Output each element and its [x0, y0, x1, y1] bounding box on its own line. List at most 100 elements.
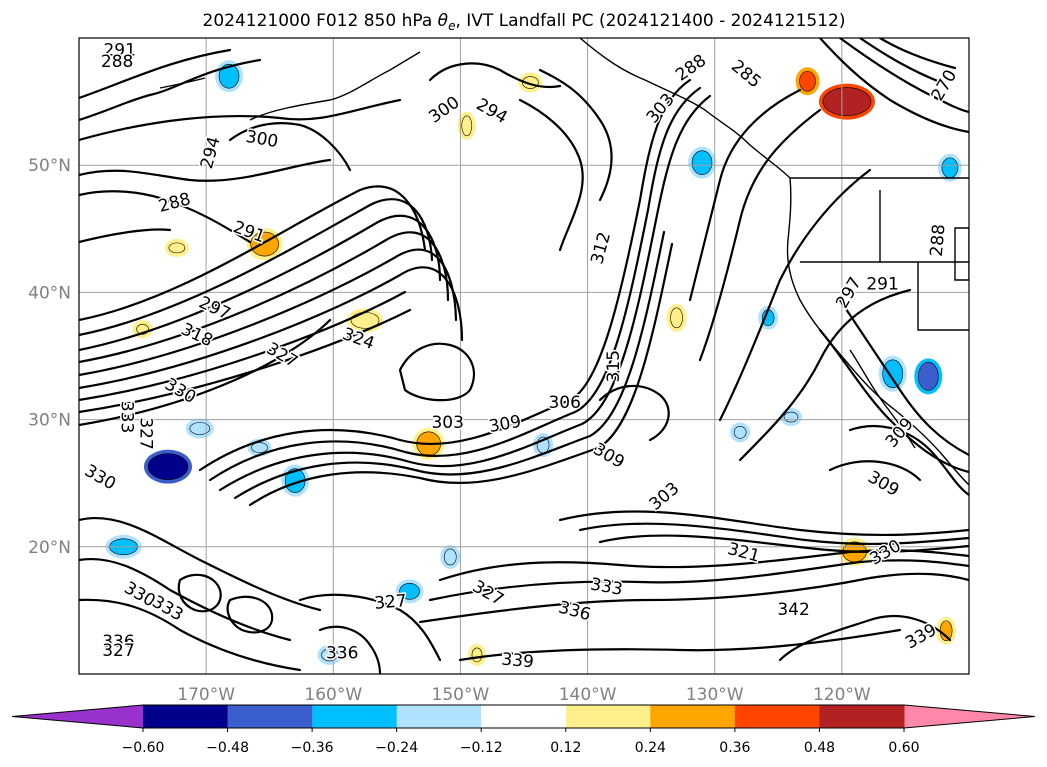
y-tick-label: 50°N — [28, 156, 71, 176]
colorbar-segment — [227, 705, 313, 728]
contour-line — [79, 190, 252, 244]
ivt-blob — [461, 115, 473, 137]
contour-line — [79, 58, 262, 122]
contour-line — [738, 288, 912, 462]
colorbar-extend-max — [904, 705, 1035, 728]
contour-label: 327 — [135, 417, 155, 449]
contour-line — [518, 98, 584, 252]
contour-line — [79, 185, 427, 322]
ivt-shading — [105, 60, 962, 666]
contour-label: 342 — [777, 600, 809, 620]
contour-line — [598, 534, 969, 554]
contour-line — [828, 460, 922, 482]
ivt-blob — [670, 307, 683, 329]
contour-line — [538, 68, 613, 202]
colorbar-segment — [481, 705, 567, 728]
contour-line — [79, 231, 450, 364]
contour-line — [79, 48, 232, 100]
contour-line — [438, 549, 969, 582]
colorbar-tick-label: 0.12 — [550, 740, 581, 756]
contour-line — [558, 510, 969, 537]
contour-label: 336 — [556, 598, 593, 626]
coastline — [954, 227, 969, 281]
contour-line — [598, 384, 670, 442]
contour-label: 291 — [103, 40, 135, 60]
contour-line — [208, 86, 702, 482]
contour-line — [79, 98, 402, 142]
contour-label: 327 — [374, 591, 408, 614]
contour-line — [458, 628, 902, 662]
colorbar-segment — [143, 705, 229, 728]
y-tick-label: 20°N — [28, 538, 71, 558]
colorbar-tick-label: −0.24 — [375, 740, 418, 756]
contour-line — [838, 298, 969, 457]
contour-line — [79, 598, 302, 672]
contour-line — [398, 342, 475, 402]
contour-line — [79, 248, 458, 377]
contour-line — [177, 573, 222, 613]
ivt-blob — [799, 70, 816, 92]
theta-e-contours — [79, 38, 969, 674]
x-tick-label: 120°W — [813, 685, 871, 705]
ivt-blob — [218, 63, 240, 89]
colorbar-segment — [734, 705, 820, 728]
x-tick-label: 170°W — [177, 685, 235, 705]
contour-line — [778, 615, 952, 662]
coastline — [786, 177, 969, 486]
contour-line — [578, 522, 969, 546]
contour-line — [688, 88, 802, 302]
contour-line — [79, 228, 172, 244]
axis-ticks: 170°W 160°W 150°W 140°W 130°W 120°W 20°N 30°N 40… — [28, 156, 871, 705]
contour-label: 333 — [116, 401, 136, 433]
contour-line — [79, 214, 442, 352]
colorbar-tick-label: 0.24 — [635, 740, 666, 756]
ivt-blob — [918, 362, 939, 391]
contour-line — [718, 168, 872, 422]
contour-line — [79, 308, 412, 414]
contour-line — [248, 242, 674, 507]
coastline — [849, 349, 916, 449]
chart-title: 2024121000 F012 850 hPa θe, IVT Landfall… — [203, 11, 846, 33]
ivt-blob — [691, 150, 713, 175]
x-tick-label: 140°W — [559, 685, 617, 705]
contour-label: 336 — [326, 643, 358, 663]
contour-line — [858, 38, 942, 84]
contour-line — [226, 595, 274, 634]
ivt-blob — [733, 426, 747, 439]
contour-line — [79, 558, 292, 642]
contour-label: 327 — [102, 641, 134, 661]
coastlines — [159, 38, 969, 486]
contour-line — [79, 318, 332, 427]
contour-line — [298, 593, 442, 662]
y-tick-label: 40°N — [28, 283, 71, 303]
ivt-blob — [783, 411, 799, 423]
contour-label: 288 — [101, 52, 133, 72]
contour-line — [418, 572, 969, 624]
contour-label: 339 — [501, 650, 535, 673]
colorbar-tick-label: −0.12 — [460, 740, 503, 756]
coastline — [579, 38, 791, 179]
ivt-blob — [168, 242, 186, 254]
contour-line — [878, 38, 957, 70]
coastline — [249, 51, 421, 121]
contour-line — [318, 625, 382, 674]
coastline — [159, 77, 206, 89]
contour-line — [79, 198, 434, 337]
contour-line — [79, 158, 332, 182]
contour-line — [428, 62, 562, 89]
colorbar-tick-label: 0.60 — [888, 740, 919, 756]
colorbar-segment — [650, 705, 736, 728]
colorbar-tick-label: −0.48 — [206, 740, 249, 756]
ivt-blob — [941, 157, 959, 179]
contour-line — [428, 559, 969, 602]
contour-label: 336 — [102, 632, 134, 652]
contour-label: 288 — [927, 223, 950, 257]
colorbar-segment — [565, 705, 651, 728]
ivt-blob — [882, 359, 904, 389]
ivt-blob — [399, 583, 420, 600]
ivt-blob — [443, 548, 457, 566]
ivt-blob — [189, 422, 211, 435]
colorbar: −0.60 −0.48 −0.36 −0.24 −0.12 0.12 0.24 0.36 0.4… — [11, 704, 1036, 756]
coastline — [917, 262, 969, 331]
